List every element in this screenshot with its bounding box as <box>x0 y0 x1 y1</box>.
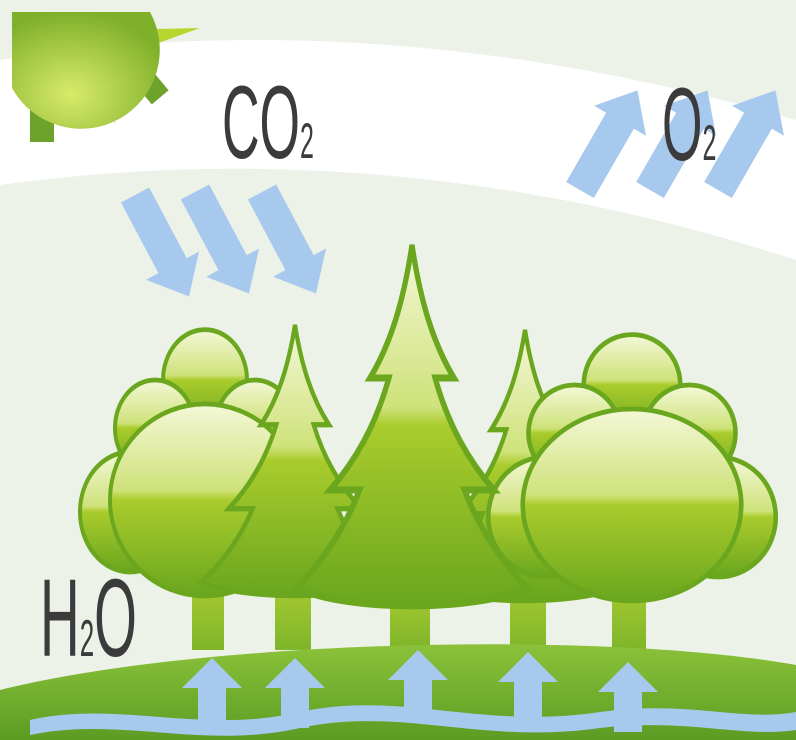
h2o-label: H2O <box>40 557 137 680</box>
co2-label: CO2 <box>222 66 314 181</box>
o2-main: O <box>662 68 702 183</box>
sun <box>12 12 200 142</box>
h2o-sub: 2 <box>80 609 94 667</box>
h2o-h: H <box>40 557 80 680</box>
h2o-o: O <box>94 557 137 680</box>
river <box>30 705 796 736</box>
o2-label: O2 <box>662 68 716 183</box>
sky-band <box>0 40 796 260</box>
co2-sub: 2 <box>300 114 314 170</box>
trees <box>80 245 776 650</box>
co2-main: CO <box>222 66 300 181</box>
o2-sub: 2 <box>702 116 716 172</box>
